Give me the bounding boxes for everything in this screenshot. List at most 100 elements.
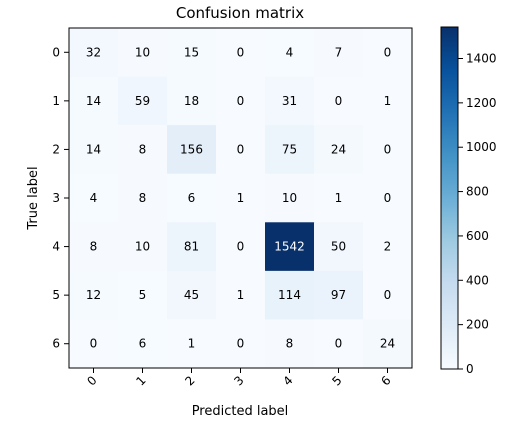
heatmap-cell (314, 270, 364, 320)
colorbar-tick-label: 1000 (466, 140, 497, 154)
cell-value-label: 7 (335, 45, 343, 59)
heatmap-cell (69, 222, 119, 272)
cell-value-label: 4 (90, 191, 98, 205)
heatmap-cell (265, 173, 315, 223)
y-tick-label: 2 (52, 142, 60, 156)
cell-value-label: 6 (188, 191, 196, 205)
heatmap-cell (363, 76, 413, 126)
colorbar-ticks: 0 200 400 600 800 1000 1200 1400 (458, 51, 497, 376)
x-tick-label: 1 (133, 373, 148, 388)
y-tick-label: 1 (52, 94, 60, 108)
cell-value-label: 75 (282, 142, 297, 156)
heatmap-cell (363, 319, 413, 369)
cell-value-label: 0 (237, 142, 245, 156)
cell-value-label: 0 (237, 94, 245, 108)
heatmap-cell (216, 173, 266, 223)
cell-value-label: 59 (135, 94, 150, 108)
x-tick-label: 4 (280, 373, 295, 388)
chart-title: Confusion matrix (176, 4, 304, 22)
cell-value-label: 8 (286, 337, 294, 351)
heatmap-cell (314, 28, 364, 78)
x-tick-label: 6 (378, 373, 393, 388)
cell-value-label: 1 (384, 94, 392, 108)
heatmap-cell (167, 270, 217, 320)
y-axis: 0 1 2 3 4 5 6 (52, 45, 69, 351)
colorbar-tick-label: 200 (466, 318, 489, 332)
cell-value-label: 97 (331, 288, 346, 302)
cell-value-label: 0 (384, 142, 392, 156)
heatmap-cell (118, 28, 168, 78)
heatmap-cell (314, 173, 364, 223)
heatmap-cell (265, 125, 315, 175)
cell-value-label: 10 (282, 191, 297, 205)
cell-value-label: 14 (86, 94, 101, 108)
heatmap-cell (167, 173, 217, 223)
heatmap-cell (167, 319, 217, 369)
cell-value-label: 0 (384, 45, 392, 59)
cell-value-label: 1 (237, 191, 245, 205)
x-axis-label: Predicted label (192, 404, 289, 419)
heatmap-cell (118, 222, 168, 272)
y-tick-label: 3 (52, 191, 60, 205)
heatmap-cell (69, 76, 119, 126)
heatmap-cell (69, 319, 119, 369)
cell-value-label: 0 (237, 240, 245, 254)
cell-value-label: 0 (335, 337, 343, 351)
heatmap-cell (314, 125, 364, 175)
y-tick-label: 0 (52, 45, 60, 59)
cell-value-label: 0 (237, 45, 245, 59)
heatmap-cell (265, 319, 315, 369)
cell-value-label: 1 (335, 191, 343, 205)
heatmap-cell (265, 270, 315, 320)
heatmap-cell (216, 125, 266, 175)
cell-value-label: 1542 (274, 240, 305, 254)
colorbar-tick-label: 1400 (466, 51, 497, 65)
cell-value-label: 24 (380, 337, 395, 351)
heatmap-cell (265, 28, 315, 78)
heatmap-cell (118, 319, 168, 369)
heatmap-cell (216, 76, 266, 126)
cell-value-label: 2 (384, 240, 392, 254)
cell-value-label: 1 (188, 337, 196, 351)
x-tick-label: 2 (182, 373, 197, 388)
heatmap-cell (216, 270, 266, 320)
heatmap-cell (69, 173, 119, 223)
cell-value-label: 4 (286, 45, 294, 59)
cell-value-label: 5 (139, 288, 147, 302)
y-axis-label: True label (26, 166, 41, 230)
cell-value-label: 50 (331, 240, 346, 254)
heatmap-cell (167, 222, 217, 272)
heatmap-cell (118, 125, 168, 175)
heatmap-cell (363, 222, 413, 272)
heatmap-cell (69, 28, 119, 78)
colorbar-tick-label: 800 (466, 185, 489, 199)
colorbar (440, 26, 459, 370)
cell-value-label: 1 (237, 288, 245, 302)
cell-value-label: 18 (184, 94, 199, 108)
heatmap-cell (69, 270, 119, 320)
cell-value-label: 156 (180, 142, 203, 156)
heatmap-cell (216, 222, 266, 272)
heatmap-cell (363, 173, 413, 223)
colorbar-tick-label: 0 (466, 362, 474, 376)
heatmap-cell (314, 222, 364, 272)
cell-value-label: 12 (86, 288, 101, 302)
heatmap-cell (118, 173, 168, 223)
heatmap-cell (265, 76, 315, 126)
cell-value-label: 14 (86, 142, 101, 156)
heatmap-cell (363, 125, 413, 175)
cell-value-label: 31 (282, 94, 297, 108)
heatmap-cell (363, 28, 413, 78)
cell-value-label: 0 (384, 288, 392, 302)
cell-value-label: 8 (139, 191, 147, 205)
cell-value-label: 32 (86, 45, 101, 59)
colorbar-tick-label: 1200 (466, 96, 497, 110)
y-tick-label: 6 (52, 337, 60, 351)
cell-value-label: 81 (184, 240, 199, 254)
heatmap-cell (363, 270, 413, 320)
cell-value-label: 10 (135, 240, 150, 254)
heatmap-cells: 32 10 15 0 4 7 014 59 18 0 31 0 114 8 156 0 75 24 04 8 6 1 10 1… (69, 28, 413, 369)
heatmap-cell (118, 270, 168, 320)
heatmap-cell (216, 319, 266, 369)
